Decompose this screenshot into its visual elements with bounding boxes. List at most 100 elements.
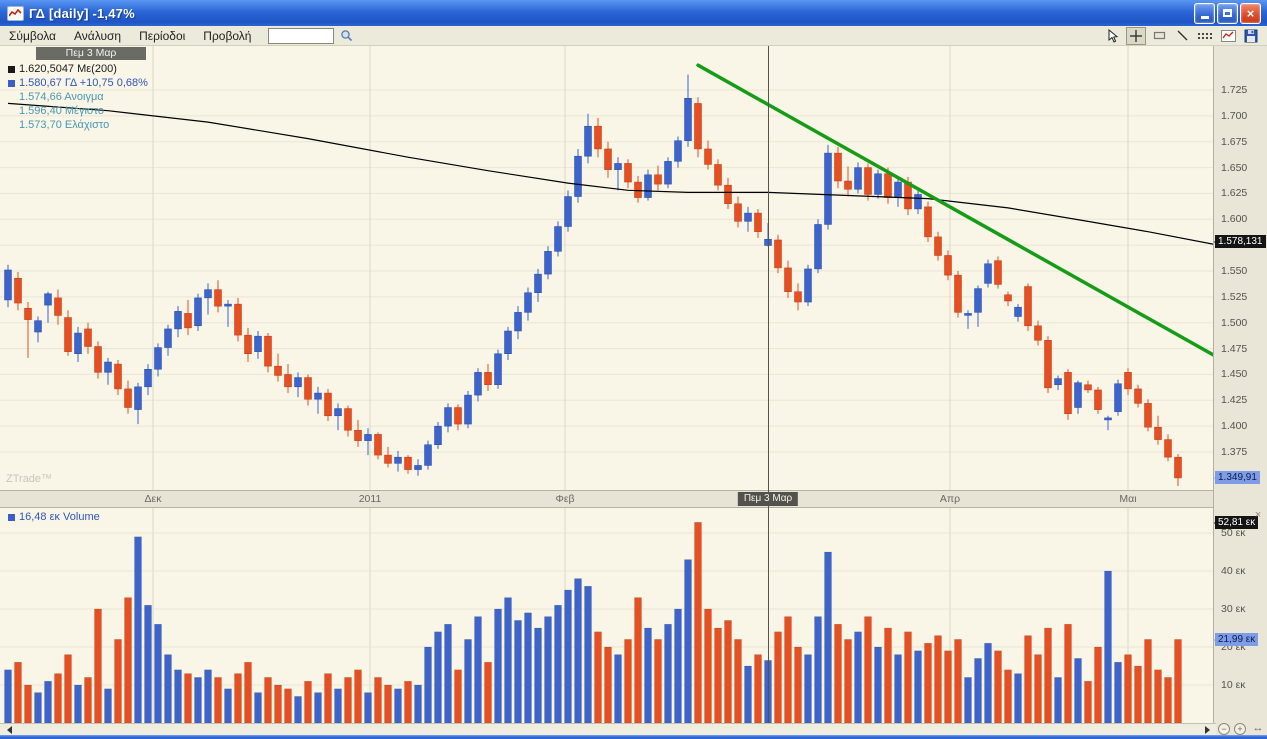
volume-bar	[54, 673, 62, 723]
menu-item-periods[interactable]: Περίοδοι	[139, 28, 186, 43]
price-tick-label: 1.500	[1221, 316, 1248, 329]
trendline[interactable]	[696, 63, 1213, 357]
volume-bar	[1074, 658, 1082, 723]
menu-item-view[interactable]: Προβολή	[203, 28, 252, 43]
candle-body	[544, 251, 552, 275]
volume-bar	[444, 623, 452, 723]
candle-body	[944, 255, 952, 276]
volume-bar	[144, 604, 152, 723]
volume-bar	[1134, 665, 1142, 723]
pointer-tool[interactable]	[1103, 27, 1123, 45]
volume-chart-svg	[0, 508, 1213, 723]
time-axis[interactable]: Δεκ 2011 Φεβ Απρ Μαι	[0, 490, 1213, 508]
volume-bar	[964, 677, 972, 723]
candle-body	[424, 444, 432, 466]
ma-value-tag: 1.578,131	[1214, 235, 1266, 249]
legend-ma200: 1.620,5047 Με(200)	[8, 62, 148, 76]
candle-body	[1064, 372, 1072, 414]
volume-bar	[994, 650, 1002, 723]
ma200-swatch	[8, 65, 15, 73]
price-tick-label: 1.625	[1221, 187, 1248, 200]
volume-bar	[124, 597, 132, 723]
window-titlebar[interactable]: ΓΔ [daily] -1,47% ×	[0, 0, 1267, 26]
volume-max-tag: 52,81 εκ	[1213, 515, 1259, 529]
candle-body	[264, 335, 272, 367]
candle-body	[434, 425, 442, 446]
candle-body	[184, 313, 192, 329]
close-button[interactable]: ×	[1240, 2, 1261, 24]
candle-body	[604, 148, 612, 170]
candle-body	[644, 174, 652, 198]
candle-body	[684, 98, 692, 141]
price-tick-label: 1.400	[1221, 420, 1248, 433]
minimize-button[interactable]	[1194, 2, 1215, 24]
time-axis-label: 2011	[358, 493, 382, 505]
scroll-right-button[interactable]	[1202, 724, 1216, 735]
volume-bar	[104, 688, 112, 723]
candle-body	[774, 239, 782, 269]
volume-bar	[594, 631, 602, 723]
volume-chart[interactable]	[0, 508, 1213, 723]
volume-bar	[694, 522, 702, 723]
volume-bar	[554, 604, 562, 723]
candle-body	[664, 161, 672, 185]
candle-body	[1164, 439, 1172, 458]
volume-bar	[284, 688, 292, 723]
candle-body	[504, 330, 512, 354]
volume-bar	[324, 673, 332, 723]
volume-bar	[824, 551, 832, 723]
zoom-out-button[interactable]: −	[1218, 723, 1230, 735]
search-button[interactable]	[336, 27, 356, 45]
volume-bar	[234, 673, 242, 723]
candle-body	[124, 388, 132, 408]
menu-item-analysis[interactable]: Ανάλυση	[74, 28, 122, 43]
candle-body	[874, 173, 882, 195]
volume-bar	[44, 680, 52, 723]
save-tool[interactable]	[1241, 27, 1261, 45]
window-bottom-border	[0, 735, 1267, 739]
price-axis[interactable]: 1.725 1.700 1.675 1.650 1.625 1.600 1.550 1.525…	[1213, 46, 1267, 735]
candle-body	[314, 392, 322, 400]
legend-high: 1.596,40 Μέγιστο	[19, 105, 104, 117]
horizontal-scrollbar[interactable]	[0, 723, 1216, 735]
crosshair-tool[interactable]	[1126, 26, 1146, 45]
volume-bar	[84, 677, 92, 723]
dotted-line-tool[interactable]	[1195, 27, 1215, 45]
candle-body	[1084, 384, 1092, 391]
volume-bar	[294, 696, 302, 723]
candle-body	[1034, 325, 1042, 341]
scroll-left-button[interactable]	[0, 724, 14, 735]
volume-bar	[1174, 639, 1182, 723]
volume-bar	[224, 688, 232, 723]
zoom-in-button[interactable]: +	[1234, 723, 1246, 735]
candle-body	[574, 155, 582, 197]
volume-bar	[744, 665, 752, 723]
last-price-tag: 1.349,91	[1214, 471, 1260, 485]
price-tick-label: 1.600	[1221, 213, 1248, 226]
left-arrow-icon	[3, 725, 12, 734]
volume-bar	[804, 654, 812, 723]
candle-body	[844, 180, 852, 190]
volume-bar	[4, 669, 12, 723]
maximize-button[interactable]	[1217, 2, 1238, 24]
fit-width-button[interactable]: ↔	[1252, 722, 1264, 734]
candle-body	[4, 269, 12, 301]
volume-panel-close-icon[interactable]: ×	[1254, 509, 1262, 521]
symbol-search-input[interactable]	[268, 27, 335, 44]
volume-bar	[164, 654, 172, 723]
candle-body	[54, 297, 62, 316]
crosshair-line	[768, 46, 769, 723]
price-chart[interactable]	[0, 46, 1213, 490]
volume-bar	[1044, 627, 1052, 723]
volume-bar	[674, 608, 682, 723]
menu-item-symbols[interactable]: Σύμβολα	[9, 28, 56, 43]
volume-bar	[864, 616, 872, 723]
trendline-tool[interactable]	[1172, 27, 1192, 45]
volume-bar	[814, 616, 822, 723]
volume-tick-label: 50 εκ	[1221, 527, 1246, 539]
candle-body	[734, 203, 742, 222]
indicator-tool[interactable]	[1218, 27, 1238, 45]
trendline-icon	[1177, 30, 1187, 41]
box-tool[interactable]	[1149, 27, 1169, 45]
